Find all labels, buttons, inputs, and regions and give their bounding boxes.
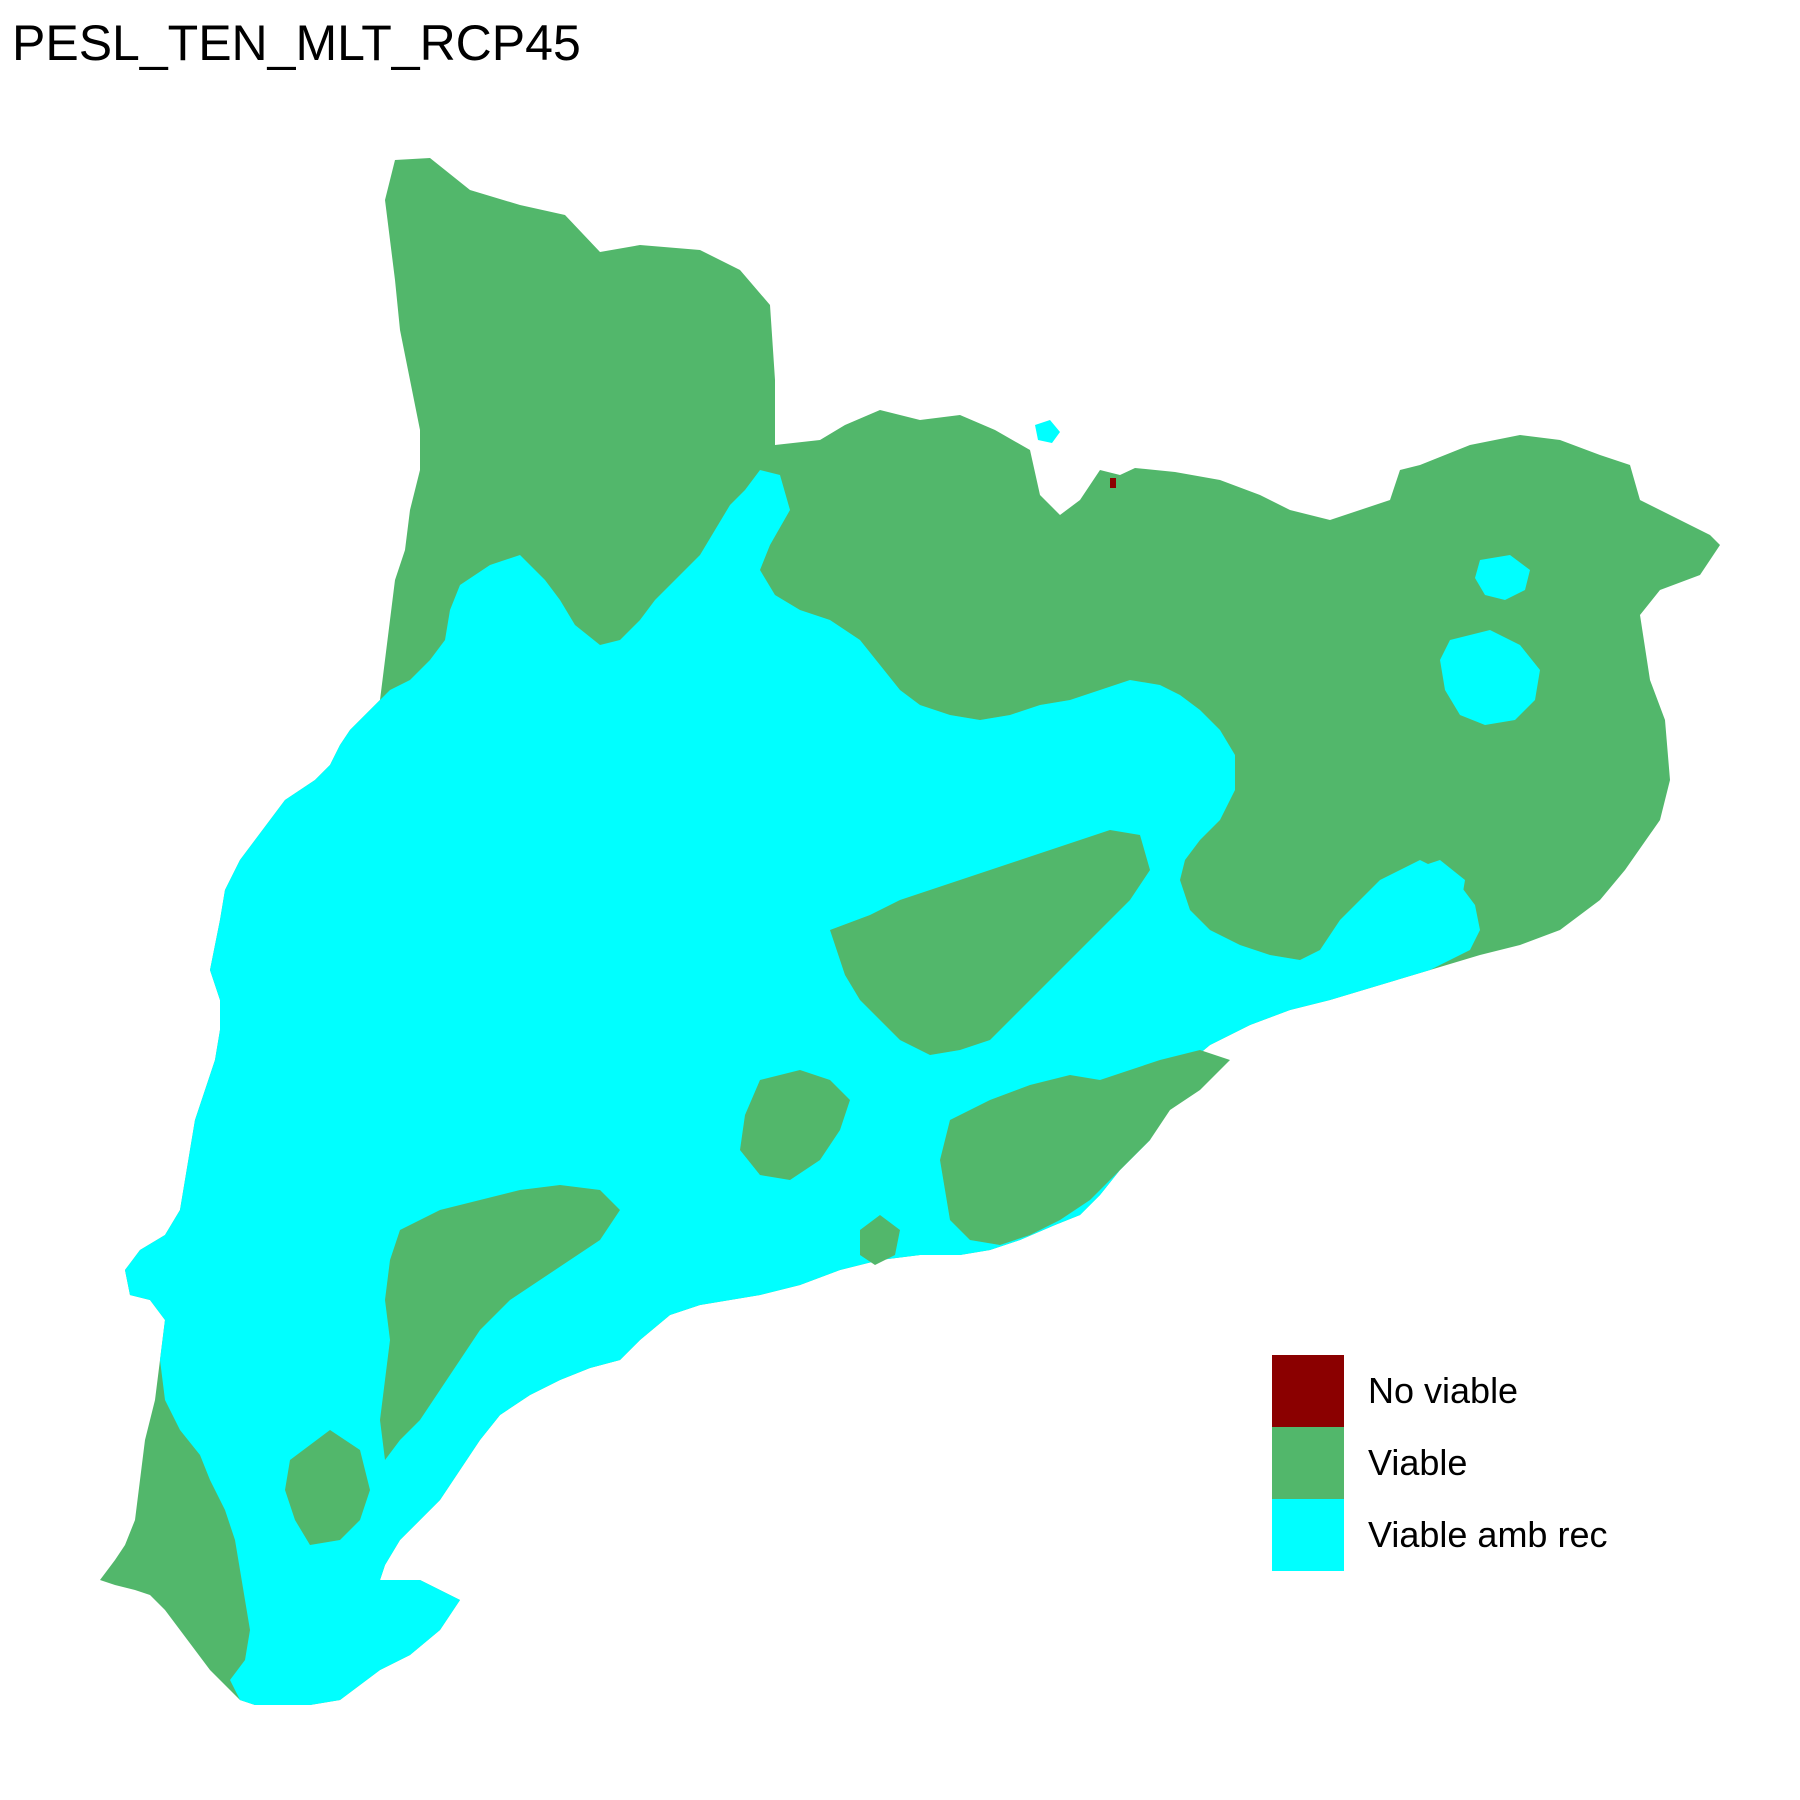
- legend-item-no-viable: No viable: [1272, 1355, 1607, 1427]
- legend-item-viable: Viable: [1272, 1427, 1607, 1499]
- map-title: PESL_TEN_MLT_RCP45: [12, 15, 581, 71]
- map-legend: No viable Viable Viable amb rec: [1272, 1355, 1607, 1571]
- region-viable-coastal-ridge: [940, 1050, 1230, 1245]
- region-viable-east-highlands: [830, 830, 1150, 1055]
- region-cyan-east-pocket: [1400, 860, 1465, 925]
- region-viable-south-ridge: [380, 1185, 620, 1460]
- region-cyan-north-basin: [1440, 630, 1540, 725]
- region-cyan-northeast-basin: [1475, 555, 1530, 600]
- legend-label-viable-amb-rec: Viable amb rec: [1368, 1514, 1608, 1555]
- legend-swatch-viable-amb-rec: [1272, 1499, 1344, 1571]
- legend-swatch-viable: [1272, 1427, 1344, 1499]
- legend-swatch-no-viable: [1272, 1355, 1344, 1427]
- legend-label-viable: Viable: [1368, 1442, 1468, 1483]
- legend-item-viable-amb-rec: Viable amb rec: [1272, 1499, 1607, 1571]
- region-cyan-lake: [1035, 420, 1060, 443]
- legend-label-no-viable: No viable: [1368, 1370, 1519, 1411]
- region-cyan-northwest-valley: [460, 600, 545, 695]
- region-viable-coastal-hill: [860, 1215, 900, 1265]
- region-no-viable: [1110, 478, 1116, 488]
- region-viable-central-patch: [740, 1070, 850, 1180]
- region-viable-southwest-hills: [285, 1430, 370, 1545]
